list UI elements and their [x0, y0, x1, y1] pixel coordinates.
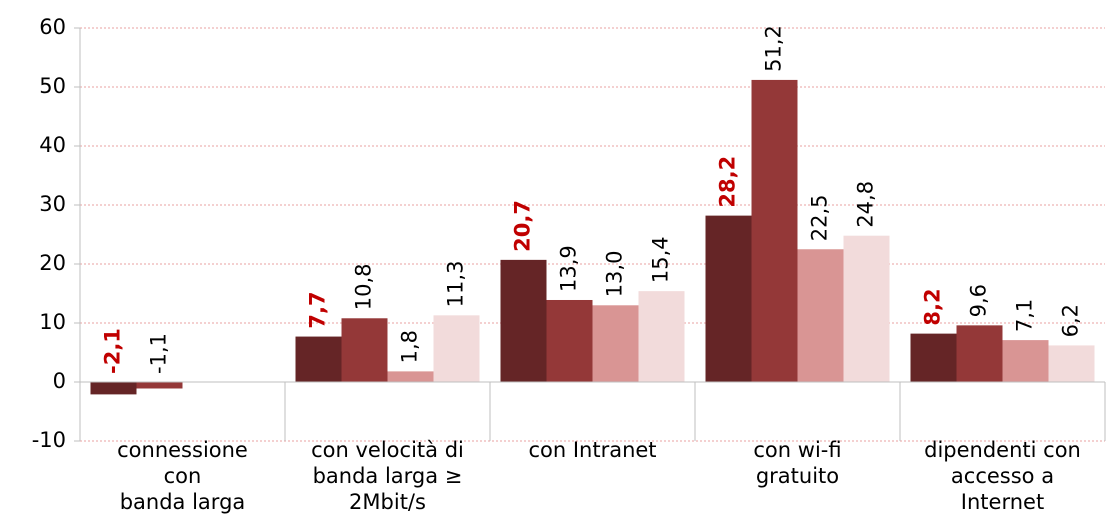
value-label: 10,8: [352, 264, 376, 311]
bar: [843, 235, 890, 382]
y-tick-label: 30: [39, 192, 66, 216]
value-label: 15,4: [649, 236, 673, 283]
x-tick-label: con velocità di: [311, 438, 464, 462]
x-tick-label: connessione: [117, 438, 248, 462]
bar: [387, 371, 434, 382]
value-label: 28,2: [716, 156, 740, 208]
x-tick-label: con wi-fi: [753, 438, 841, 462]
x-tick-label: accesso a: [951, 464, 1054, 488]
y-tick-label: 50: [39, 74, 66, 98]
value-label: 22,5: [808, 194, 832, 241]
x-tick-label: con: [164, 464, 202, 488]
bar: [797, 249, 844, 382]
x-tick-label: gratuito: [756, 464, 839, 488]
y-tick-label: 10: [39, 310, 66, 334]
y-tick-label: 40: [39, 133, 66, 157]
value-label: 1,8: [398, 330, 422, 363]
value-label: 24,8: [854, 181, 878, 228]
bar: [592, 305, 639, 382]
bar: [341, 318, 388, 382]
value-label: 13,9: [557, 245, 581, 292]
bar: [1048, 345, 1095, 382]
x-tick-label: 2Mbit/s: [349, 490, 426, 514]
bar: [295, 336, 342, 382]
x-tick-label: dipendenti con: [924, 438, 1081, 462]
value-label: 7,1: [1013, 299, 1037, 332]
bar: [1002, 340, 1049, 382]
x-tick-label: banda larga ≥: [313, 464, 463, 488]
x-tick-label: banda larga: [120, 490, 246, 514]
y-tick-label: -10: [32, 428, 66, 452]
y-tick-label: 0: [53, 369, 66, 393]
bar: [638, 291, 685, 382]
bar: [910, 333, 957, 382]
x-tick-label: con Intranet: [528, 438, 656, 462]
bar: [500, 259, 547, 382]
x-tick-label: Internet: [961, 490, 1044, 514]
value-label: 13,0: [603, 251, 627, 298]
y-tick-label: 20: [39, 251, 66, 275]
bar: [956, 325, 1003, 382]
value-label: -2,1: [101, 328, 125, 374]
value-label: 7,7: [306, 291, 330, 328]
value-label: 11,3: [444, 261, 468, 308]
bar: [136, 382, 183, 389]
bar: [705, 215, 752, 382]
value-label: 20,7: [511, 200, 535, 252]
value-label: 9,6: [967, 284, 991, 317]
bar: [90, 382, 137, 395]
bar: [751, 79, 798, 383]
value-label: 51,2: [762, 25, 786, 72]
bar: [433, 315, 480, 382]
value-label: -1,1: [147, 333, 171, 374]
value-label: 8,2: [921, 288, 945, 325]
value-label: 6,2: [1059, 304, 1083, 337]
bar: [546, 299, 593, 382]
y-tick-label: 60: [39, 15, 66, 39]
